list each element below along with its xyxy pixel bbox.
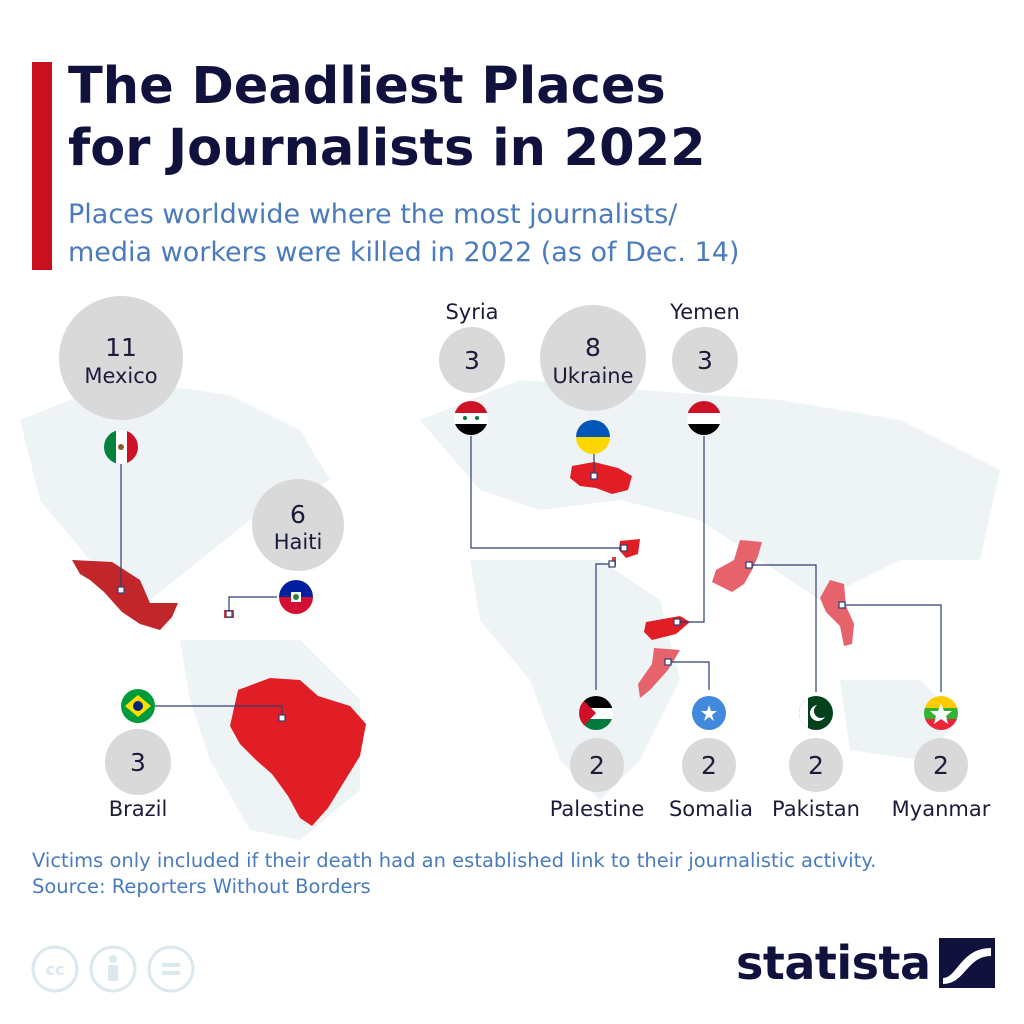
bubble-mexico <box>59 296 183 420</box>
subtitle-line-2: media workers were killed in 2022 (as of… <box>68 237 740 268</box>
bubble-ukraine <box>540 305 646 411</box>
svg-text:cc: cc <box>46 960 65 979</box>
country-shape-myanmar <box>820 580 854 646</box>
endpoint-palestine <box>608 560 616 568</box>
label-palestine: Palestine <box>550 797 645 821</box>
value-palestine: 2 <box>589 751 605 780</box>
endpoint-mexico <box>117 586 125 594</box>
chart-title: The Deadliest Places for Journalists in … <box>68 56 968 180</box>
country-shape-mexico <box>72 560 178 630</box>
label-ukraine: Ukraine <box>552 364 633 388</box>
connector-palestine <box>595 563 612 690</box>
connector-yemen <box>677 436 705 623</box>
accent-bar <box>32 62 52 270</box>
cc-icon: cc <box>31 945 79 993</box>
endpoint-myanmar <box>838 601 846 609</box>
value-pakistan: 2 <box>808 751 824 780</box>
endpoint-pakistan <box>745 561 753 569</box>
bubble-brazil <box>105 729 171 795</box>
value-myanmar: 2 <box>933 751 949 780</box>
flag-mexico-icon <box>104 430 138 464</box>
country-shape-ukraine <box>570 462 632 494</box>
connector-lines <box>120 436 942 718</box>
connector-pakistan <box>749 564 817 692</box>
chart-subtitle: Places worldwide where the most journali… <box>68 196 968 272</box>
connector-haiti <box>228 596 277 614</box>
country-shape-brazil <box>230 678 366 826</box>
flag-ukraine-icon <box>576 420 610 454</box>
flag-brazil-icon <box>121 689 155 723</box>
value-ukraine: 8 <box>585 333 601 362</box>
connector-somalia <box>668 661 710 690</box>
endpoint-yemen <box>673 618 681 626</box>
title-line-2: for Journalists in 2022 <box>68 119 706 178</box>
label-pakistan: Pakistan <box>772 797 860 821</box>
value-yemen: 3 <box>697 346 713 375</box>
connector-endpoints <box>117 472 846 722</box>
count-bubbles <box>59 296 968 795</box>
endpoint-syria <box>620 544 628 552</box>
subtitle-line-1: Places worldwide where the most journali… <box>68 199 678 230</box>
flag-haiti-icon <box>279 580 313 614</box>
connector-brazil <box>155 705 283 718</box>
bubble-somalia <box>682 738 736 792</box>
bubble-palestine <box>570 738 624 792</box>
flag-myanmar-icon <box>924 696 958 730</box>
connector-myanmar <box>842 604 942 692</box>
label-myanmar: Myanmar <box>892 797 991 821</box>
bubble-myanmar <box>914 738 968 792</box>
footnote-text: Victims only included if their death had… <box>32 849 877 872</box>
flag-syria-icon <box>454 401 488 435</box>
source-text: Source: Reporters Without Borders <box>32 875 371 898</box>
value-mexico: 11 <box>105 333 137 362</box>
country-shape-syria <box>619 539 640 558</box>
bubble-pakistan <box>789 738 843 792</box>
label-syria: Syria <box>445 300 498 324</box>
connector-syria <box>470 436 624 549</box>
no-derivatives-icon <box>147 945 195 993</box>
label-brazil: Brazil <box>109 797 168 821</box>
attribution-icon <box>89 945 137 993</box>
bubble-syria <box>439 327 505 393</box>
label-haiti: Haiti <box>274 530 323 554</box>
flag-yemen-icon <box>687 401 721 435</box>
value-haiti: 6 <box>290 500 306 529</box>
label-yemen: Yemen <box>669 300 740 324</box>
brand-wordmark: statista <box>736 936 931 990</box>
endpoint-haiti <box>225 610 233 618</box>
bubble-labels: 11 Mexico 8 Ukraine 6 Haiti Syria 3 Yeme… <box>84 300 990 821</box>
label-somalia: Somalia <box>669 797 753 821</box>
country-shape-pakistan <box>712 540 762 592</box>
bubble-yemen <box>672 327 738 393</box>
value-somalia: 2 <box>701 751 717 780</box>
flag-pakistan-icon <box>799 696 833 730</box>
endpoint-brazil <box>278 714 286 722</box>
title-line-1: The Deadliest Places <box>68 57 666 116</box>
footnote: Victims only included if their death had… <box>32 848 1012 900</box>
flag-palestine-icon <box>579 696 613 730</box>
bubble-haiti <box>252 479 344 571</box>
endpoint-somalia <box>664 658 672 666</box>
label-mexico: Mexico <box>84 364 157 388</box>
endpoint-ukraine <box>590 472 598 480</box>
statista-logo: statista <box>736 936 995 990</box>
license-icons: cc <box>30 944 196 994</box>
value-brazil: 3 <box>130 748 146 777</box>
flag-somalia-icon <box>692 696 726 730</box>
statista-mark-icon <box>938 938 995 988</box>
value-syria: 3 <box>464 346 480 375</box>
